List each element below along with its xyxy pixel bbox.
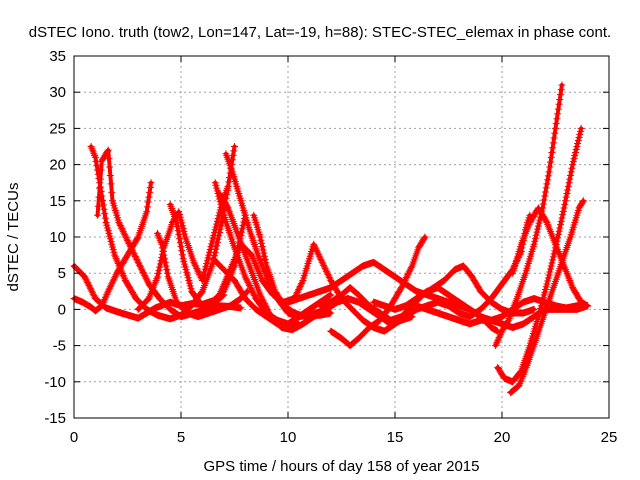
data-point-markers [492,81,566,350]
x-tick-label: 20 [494,429,511,446]
data-point-markers [250,211,416,328]
x-tick-label: 15 [387,429,404,446]
y-tick-label: 0 [58,301,66,318]
chart-title: dSTEC Iono. truth (tow2, Lon=147, Lat=-1… [29,24,611,41]
y-tick-label: 10 [49,229,66,246]
data-point-markers [209,255,303,331]
series-16 [327,233,429,350]
x-tick-label: 10 [280,429,297,446]
data-point-markers [509,204,592,310]
y-axis-label: dSTEC / TECUs [5,183,22,292]
y-tick-label: 20 [49,157,66,174]
y-tick-label: 25 [49,120,66,137]
plot-area [70,81,592,397]
series-5 [134,182,232,313]
axis-ticks: 0 5 10 15 20 25 -15 -10 -5 0 5 10 15 20 25 30 35 [44,48,617,446]
series-2 [70,179,155,315]
y-tick-label: 35 [49,48,66,65]
y-tick-label: -15 [44,410,66,427]
series-20 [494,124,585,386]
y-tick-label: -5 [53,338,66,355]
series-7 [166,200,245,312]
data-point-markers [166,200,245,312]
data-point-markers [494,124,585,386]
x-tick-label: 0 [70,429,78,446]
data-point-markers [412,302,592,331]
y-tick-label: 5 [58,265,66,282]
y-tick-label: 30 [49,84,66,101]
y-tick-label: -10 [44,374,66,391]
y-tick-label: 15 [49,193,66,210]
x-axis-label: GPS time / hours of day 158 of year 2015 [204,458,480,475]
series-18 [412,302,592,331]
series-21 [507,197,587,397]
x-tick-label: 5 [177,429,185,446]
x-tick-label: 25 [601,429,618,446]
data-point-markers [134,182,232,313]
series-19 [492,81,566,350]
series-22 [509,204,592,310]
data-point-markers [507,197,587,397]
data-point-markers [327,233,429,350]
